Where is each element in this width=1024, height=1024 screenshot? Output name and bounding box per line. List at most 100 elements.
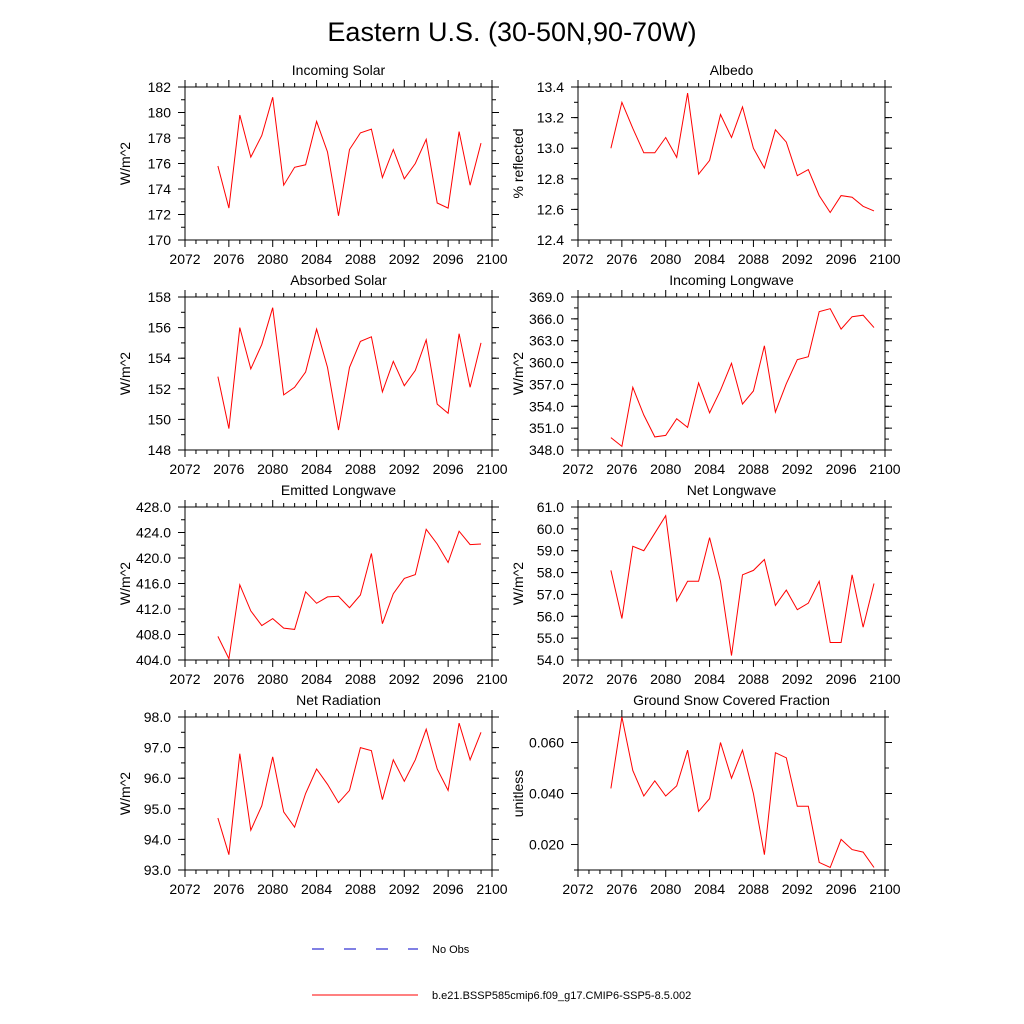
x-tick-label: 2076 <box>213 671 244 687</box>
x-tick-label: 2084 <box>301 881 332 897</box>
y-tick-label: 97.0 <box>144 740 171 756</box>
y-tick-label: 0.020 <box>529 837 564 853</box>
chart-panel-6: Net Longwave W/m^2 2072 2076 2080 2084 2088 209… <box>510 482 901 687</box>
plot-frame <box>577 296 886 451</box>
chart-title: Incoming Solar <box>292 62 386 78</box>
y-tick-label: 369.0 <box>529 289 564 305</box>
x-tick-label: 2096 <box>433 671 464 687</box>
y-tick-label: 156 <box>148 320 172 336</box>
x-tick-label: 2092 <box>782 671 813 687</box>
y-tick-label: 408.0 <box>136 627 171 643</box>
x-tick-label: 2092 <box>389 881 420 897</box>
x-tick-label: 2100 <box>476 251 507 267</box>
y-tick-label: 363.0 <box>529 333 564 349</box>
x-tick-label: 2080 <box>650 881 681 897</box>
x-tick-label: 2072 <box>562 671 593 687</box>
x-tick-label: 2080 <box>257 671 288 687</box>
x-tick-label: 2100 <box>476 881 507 897</box>
y-tick-label: 13.4 <box>537 79 564 95</box>
x-tick-label: 2084 <box>694 251 725 267</box>
y-tick-label: 354.0 <box>529 398 564 414</box>
x-tick-label: 2088 <box>738 881 769 897</box>
y-axis-label: W/m^2 <box>117 142 133 185</box>
legend-obs-label: No Obs <box>432 944 470 956</box>
y-tick-label: 174 <box>148 181 172 197</box>
x-tick-label: 2100 <box>476 671 507 687</box>
x-tick-label: 2076 <box>213 461 244 477</box>
y-tick-label: 424.0 <box>136 525 171 541</box>
y-tick-label: 150 <box>148 411 172 427</box>
chart-panel-1: Incoming Solar W/m^2 2072 2076 2080 2084 2088 2… <box>117 62 508 267</box>
x-tick-label: 2100 <box>476 461 507 477</box>
x-tick-label: 2080 <box>257 251 288 267</box>
series-line-1 <box>610 93 875 214</box>
series-line-1 <box>217 722 482 855</box>
y-tick-label: 172 <box>148 207 172 223</box>
y-tick-label: 0.060 <box>529 735 564 751</box>
y-tick-label: 412.0 <box>136 601 171 617</box>
y-tick-label: 158 <box>148 289 172 305</box>
chart-panel-4: Incoming Longwave W/m^2 2072 2076 2080 2084 20… <box>510 272 901 477</box>
y-tick-label: 182 <box>148 79 172 95</box>
x-tick-label: 2084 <box>694 881 725 897</box>
y-tick-label: 58.0 <box>537 565 564 581</box>
y-tick-label: 351.0 <box>529 420 564 436</box>
x-tick-label: 2072 <box>562 251 593 267</box>
y-tick-label: 348.0 <box>529 442 564 458</box>
x-tick-label: 2096 <box>826 251 857 267</box>
x-tick-label: 2080 <box>650 671 681 687</box>
chart-panel-7: Net Radiation W/m^2 2072 2076 2080 2084 2088 20… <box>117 692 508 897</box>
x-tick-label: 2096 <box>826 881 857 897</box>
y-tick-label: 61.0 <box>537 499 564 515</box>
plot-frame <box>184 716 493 871</box>
x-tick-label: 2076 <box>213 881 244 897</box>
y-tick-label: 13.0 <box>537 140 564 156</box>
x-tick-label: 2096 <box>826 461 857 477</box>
chart-panel-2: Albedo % reflected 2072 2076 2080 2084 2088 209… <box>510 62 901 267</box>
x-tick-label: 2096 <box>433 251 464 267</box>
plot-frame <box>184 296 493 451</box>
chart-panel-8: Ground Snow Covered Fraction unitless 2072… <box>510 692 901 897</box>
series-line-1 <box>217 97 482 216</box>
y-axis-label: W/m^2 <box>117 562 133 605</box>
x-tick-label: 2092 <box>389 251 420 267</box>
chart-title: Albedo <box>710 62 754 78</box>
x-tick-label: 2072 <box>169 881 200 897</box>
x-tick-label: 2092 <box>782 881 813 897</box>
y-tick-label: 95.0 <box>144 801 171 817</box>
x-tick-label: 2072 <box>169 671 200 687</box>
y-tick-label: 0.040 <box>529 786 564 802</box>
y-tick-label: 170 <box>148 232 172 248</box>
y-tick-label: 55.0 <box>537 630 564 646</box>
y-tick-label: 98.0 <box>144 709 171 725</box>
series-line-1 <box>610 514 875 656</box>
chart-panel-5: Emitted Longwave W/m^2 2072 2076 2080 2084 208… <box>117 482 508 687</box>
x-tick-label: 2080 <box>257 461 288 477</box>
y-tick-label: 180 <box>148 105 172 121</box>
y-tick-label: 60.0 <box>537 521 564 537</box>
x-tick-label: 2100 <box>869 461 900 477</box>
plot-frame <box>577 506 886 661</box>
y-tick-label: 12.4 <box>537 232 564 248</box>
chart-title: Net Radiation <box>296 692 381 708</box>
x-tick-label: 2088 <box>738 671 769 687</box>
series-line-1 <box>217 307 482 431</box>
x-tick-label: 2096 <box>433 881 464 897</box>
series-line-1 <box>217 528 482 661</box>
y-tick-label: 420.0 <box>136 550 171 566</box>
series-line-1 <box>610 308 875 448</box>
x-tick-label: 2080 <box>650 251 681 267</box>
x-tick-label: 2076 <box>606 461 637 477</box>
x-tick-label: 2092 <box>782 251 813 267</box>
x-tick-label: 2096 <box>826 671 857 687</box>
y-tick-label: 12.6 <box>537 201 564 217</box>
x-tick-label: 2072 <box>169 461 200 477</box>
figure-title: Eastern U.S. (30-50N,90-70W) <box>327 17 696 47</box>
y-tick-label: 360.0 <box>529 355 564 371</box>
plot-frame <box>577 86 886 241</box>
y-tick-label: 57.0 <box>537 586 564 602</box>
x-tick-label: 2076 <box>606 251 637 267</box>
x-tick-label: 2076 <box>606 881 637 897</box>
x-tick-label: 2088 <box>345 881 376 897</box>
x-tick-label: 2100 <box>869 251 900 267</box>
